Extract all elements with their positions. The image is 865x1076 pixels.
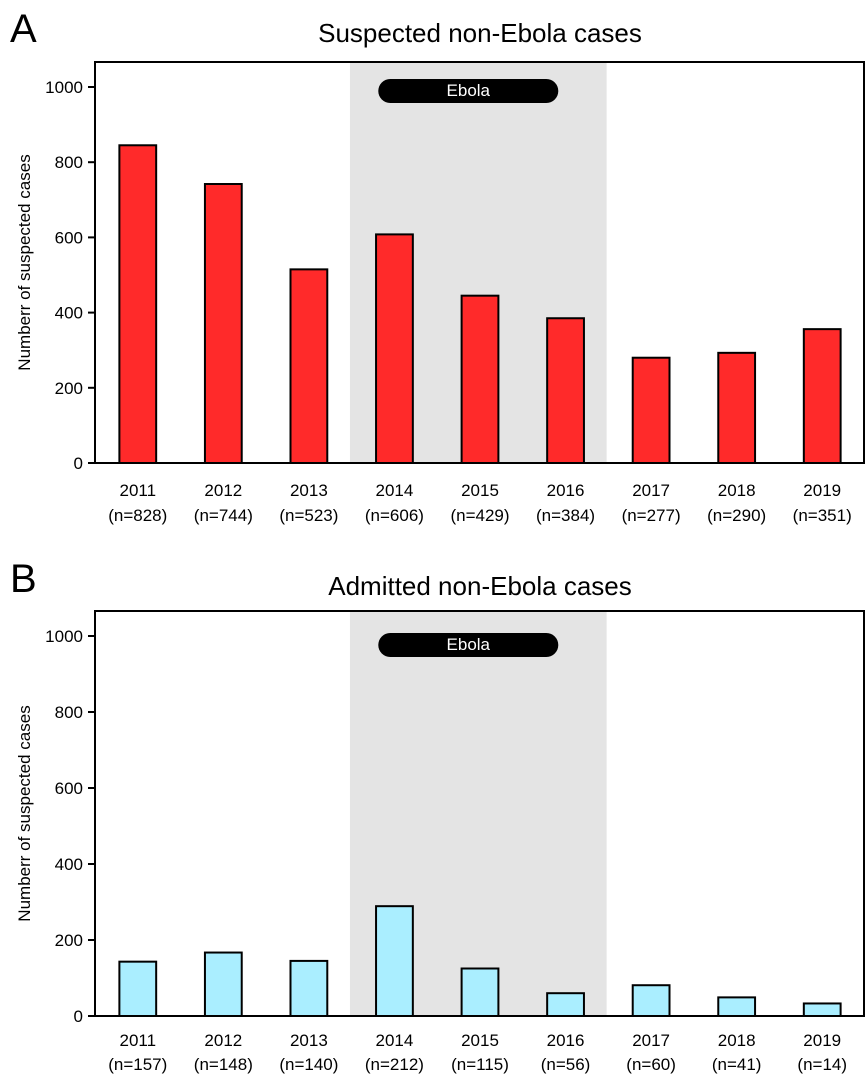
bar-2014 xyxy=(375,905,414,1017)
x-tick-note: (n=429) xyxy=(450,506,509,525)
x-tick-label: 2016 xyxy=(547,1031,585,1050)
bar-2015 xyxy=(460,967,500,1017)
x-tick-label: 2015 xyxy=(461,1031,499,1050)
chart-title: Admitted non-Ebola cases xyxy=(328,571,632,601)
bar-2018 xyxy=(717,996,757,1018)
x-tick-label: 2019 xyxy=(803,481,841,500)
ebola-pill-label: Ebola xyxy=(447,81,491,100)
y-tick-label: 1000 xyxy=(45,627,83,646)
x-tick-note: (n=744) xyxy=(194,506,253,525)
panel-b: Ebola 0 200 400 600 800 1000 2011 (n=157) 2012 (n=… xyxy=(10,557,865,1074)
x-tick-label: 2012 xyxy=(204,481,242,500)
x-tick-note: (n=277) xyxy=(622,506,681,525)
bar-2019 xyxy=(802,328,842,465)
x-tick-note: (n=828) xyxy=(108,506,167,525)
ebola-pill xyxy=(378,633,559,657)
chart-title: Suspected non-Ebola cases xyxy=(318,18,642,48)
x-tick-note: (n=351) xyxy=(793,506,852,525)
bar-2012 xyxy=(203,951,243,1017)
x-tick-note: (n=60) xyxy=(626,1055,676,1074)
y-tick-label: 200 xyxy=(55,931,83,950)
y-tick-label: 800 xyxy=(55,703,83,722)
x-tick-note: (n=41) xyxy=(712,1055,762,1074)
x-tick-label: 2017 xyxy=(632,1031,670,1050)
x-tick-label: 2018 xyxy=(718,1031,756,1050)
x-tick-label: 2019 xyxy=(803,1031,841,1050)
bar-2011 xyxy=(118,960,158,1017)
y-tick-label: 200 xyxy=(55,379,83,398)
y-tick-label: 600 xyxy=(55,228,83,247)
y-tick-label: 400 xyxy=(55,855,83,874)
ebola-pill-label: Ebola xyxy=(447,635,491,654)
x-tick-label: 2013 xyxy=(290,1031,328,1050)
x-tick-label: 2013 xyxy=(290,481,328,500)
bar-2014 xyxy=(375,233,414,464)
y-axis-label: Numberr of suspected cases xyxy=(15,154,34,370)
y-tick-label: 600 xyxy=(55,779,83,798)
x-tick-note: (n=115) xyxy=(451,1055,509,1074)
bar-2012 xyxy=(203,183,243,464)
bar-2019 xyxy=(802,1002,842,1018)
x-tick-note: (n=56) xyxy=(541,1055,591,1074)
bar-2016 xyxy=(546,992,585,1018)
bar-2013 xyxy=(289,268,329,464)
y-tick-label: 0 xyxy=(74,1007,83,1026)
panel-letter: A xyxy=(10,7,37,51)
bar-2017 xyxy=(631,356,671,464)
x-tick-note: (n=606) xyxy=(365,506,424,525)
bar-2016 xyxy=(546,317,585,464)
bar-2015 xyxy=(460,294,500,464)
panel-a: Ebola 0 200 400 600 800 1000 2011 (n=828) 2012 (n=… xyxy=(10,7,865,525)
y-tick-label: 1000 xyxy=(45,78,83,97)
y-tick-label: 400 xyxy=(55,304,83,323)
y-tick-label: 800 xyxy=(55,153,83,172)
x-tick-label: 2011 xyxy=(119,481,156,500)
x-tick-label: 2015 xyxy=(461,481,499,500)
bar-2017 xyxy=(631,984,671,1017)
x-tick-label: 2012 xyxy=(204,1031,242,1050)
x-tick-note: (n=14) xyxy=(797,1055,847,1074)
panel-letter: B xyxy=(10,557,37,601)
x-tick-note: (n=140) xyxy=(279,1055,338,1074)
x-tick-note: (n=212) xyxy=(365,1055,424,1074)
x-tick-label: 2016 xyxy=(547,481,585,500)
bar-2013 xyxy=(289,959,329,1018)
y-tick-label: 0 xyxy=(74,454,83,473)
y-axis-label: Numberr of suspected cases xyxy=(15,705,34,921)
bar-2011 xyxy=(118,144,158,464)
x-tick-label: 2011 xyxy=(119,1031,156,1050)
bar-2018 xyxy=(717,351,757,464)
x-tick-note: (n=148) xyxy=(194,1055,253,1074)
x-tick-label: 2017 xyxy=(632,481,670,500)
x-tick-label: 2014 xyxy=(376,1031,414,1050)
x-tick-note: (n=290) xyxy=(707,506,766,525)
x-tick-label: 2018 xyxy=(718,481,756,500)
ebola-pill xyxy=(378,79,559,103)
x-tick-note: (n=384) xyxy=(536,506,595,525)
x-tick-note: (n=157) xyxy=(108,1055,167,1074)
x-tick-note: (n=523) xyxy=(279,506,338,525)
x-tick-label: 2014 xyxy=(376,481,414,500)
